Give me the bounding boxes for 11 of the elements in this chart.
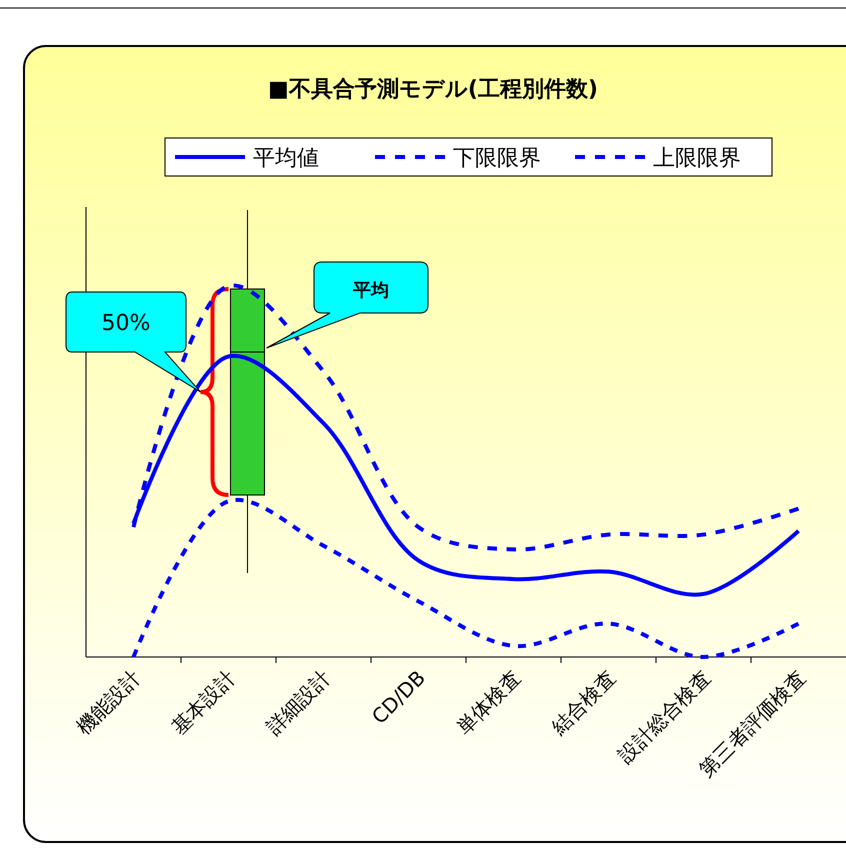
x-tick-label: 単体検査 xyxy=(451,666,526,740)
legend-label: 上限限界 xyxy=(653,146,741,171)
annotation: 平均 xyxy=(352,280,389,301)
x-tick-label: 基本設計 xyxy=(166,666,240,740)
legend-label: 下限限界 xyxy=(453,146,541,171)
x-tick-label: 結合検査 xyxy=(546,666,620,740)
annotation: 50% xyxy=(102,311,150,336)
chart-title: ■不具合予測モデル(工程別件数) xyxy=(268,77,598,102)
x-tick-label: 詳細設計 xyxy=(261,666,336,740)
legend-label: 平均値 xyxy=(253,146,319,171)
x-tick-label: 機能設計 xyxy=(71,666,146,740)
